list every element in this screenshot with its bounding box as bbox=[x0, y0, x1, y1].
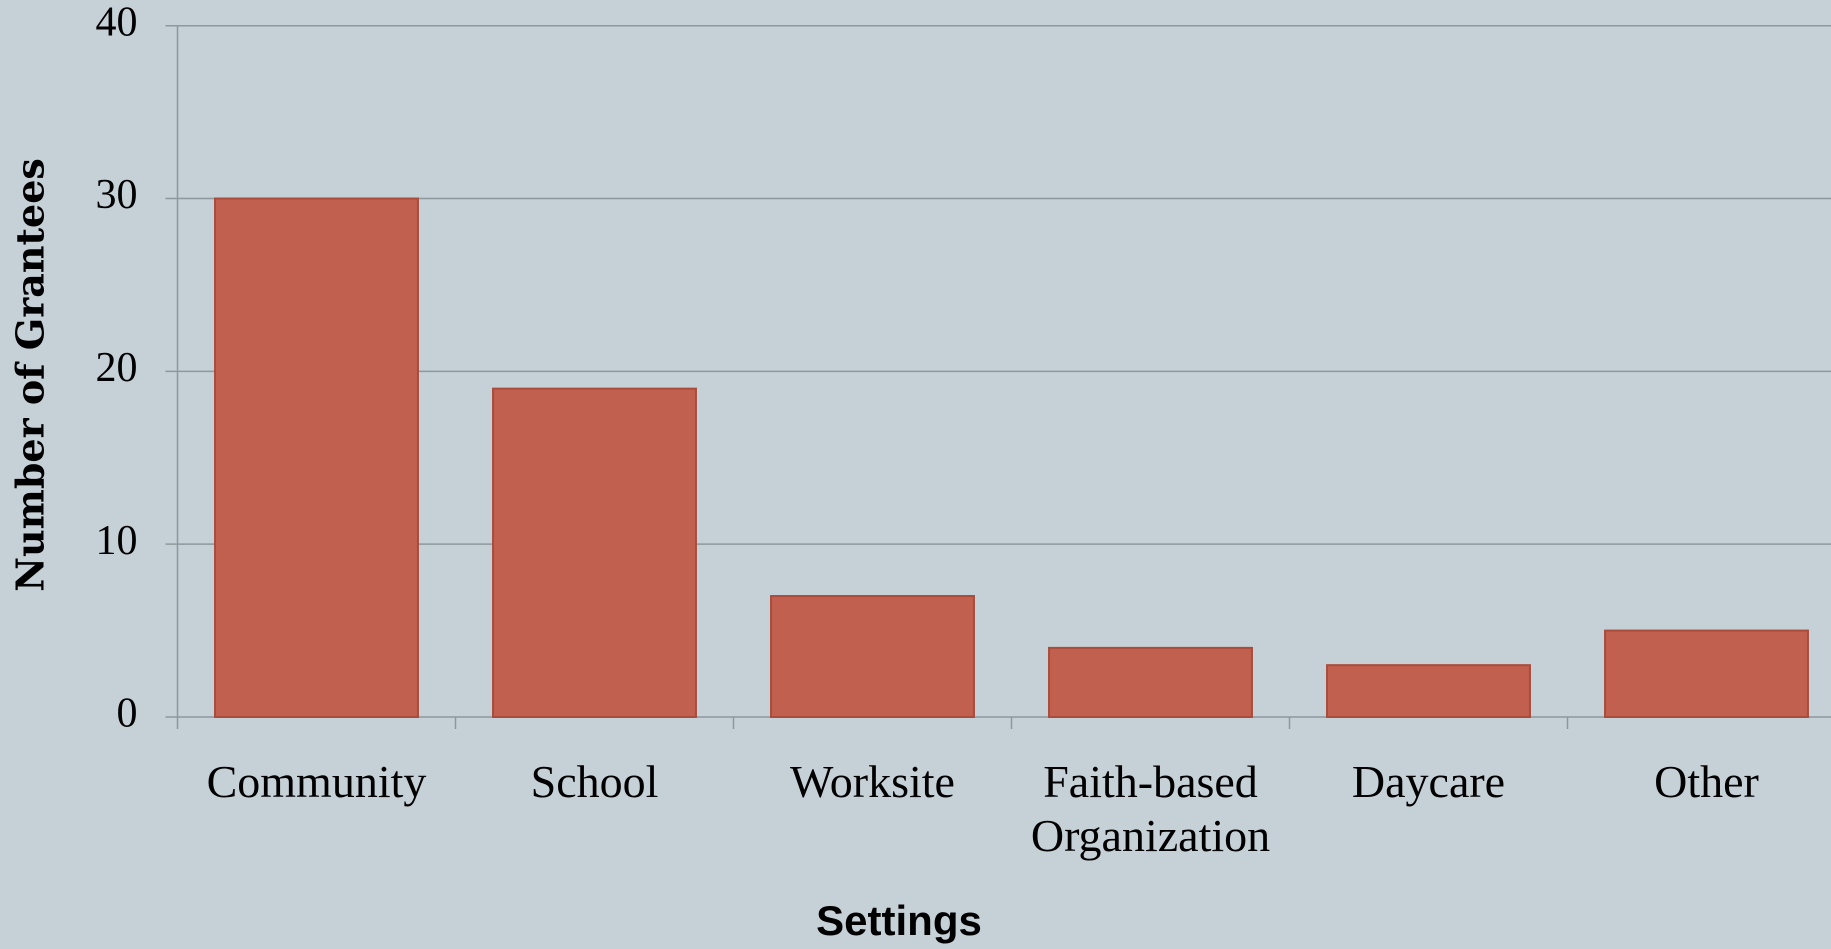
bar bbox=[1048, 646, 1253, 718]
bar bbox=[1604, 629, 1809, 719]
x-tick-label: Faith-based Organization bbox=[1030, 756, 1271, 861]
bar bbox=[770, 595, 975, 719]
x-tick-label: School bbox=[530, 756, 659, 807]
y-tick-label: 10 bbox=[96, 518, 138, 564]
x-tick-label: Community bbox=[206, 756, 427, 807]
y-tick-label: 20 bbox=[96, 345, 138, 391]
y-tick-label: 30 bbox=[96, 172, 138, 218]
bar bbox=[214, 197, 419, 718]
y-tick-label: 40 bbox=[96, 0, 138, 45]
y-tick-label: 0 bbox=[117, 691, 138, 737]
x-tick-label: Worksite bbox=[790, 756, 955, 807]
x-tick-label: Other bbox=[1654, 756, 1759, 807]
x-axis-title: Settings bbox=[816, 897, 982, 944]
bar bbox=[492, 387, 697, 718]
bar bbox=[1326, 664, 1531, 719]
y-axis-title: Number of Grantees bbox=[8, 158, 53, 592]
x-tick-label: Daycare bbox=[1351, 756, 1506, 807]
